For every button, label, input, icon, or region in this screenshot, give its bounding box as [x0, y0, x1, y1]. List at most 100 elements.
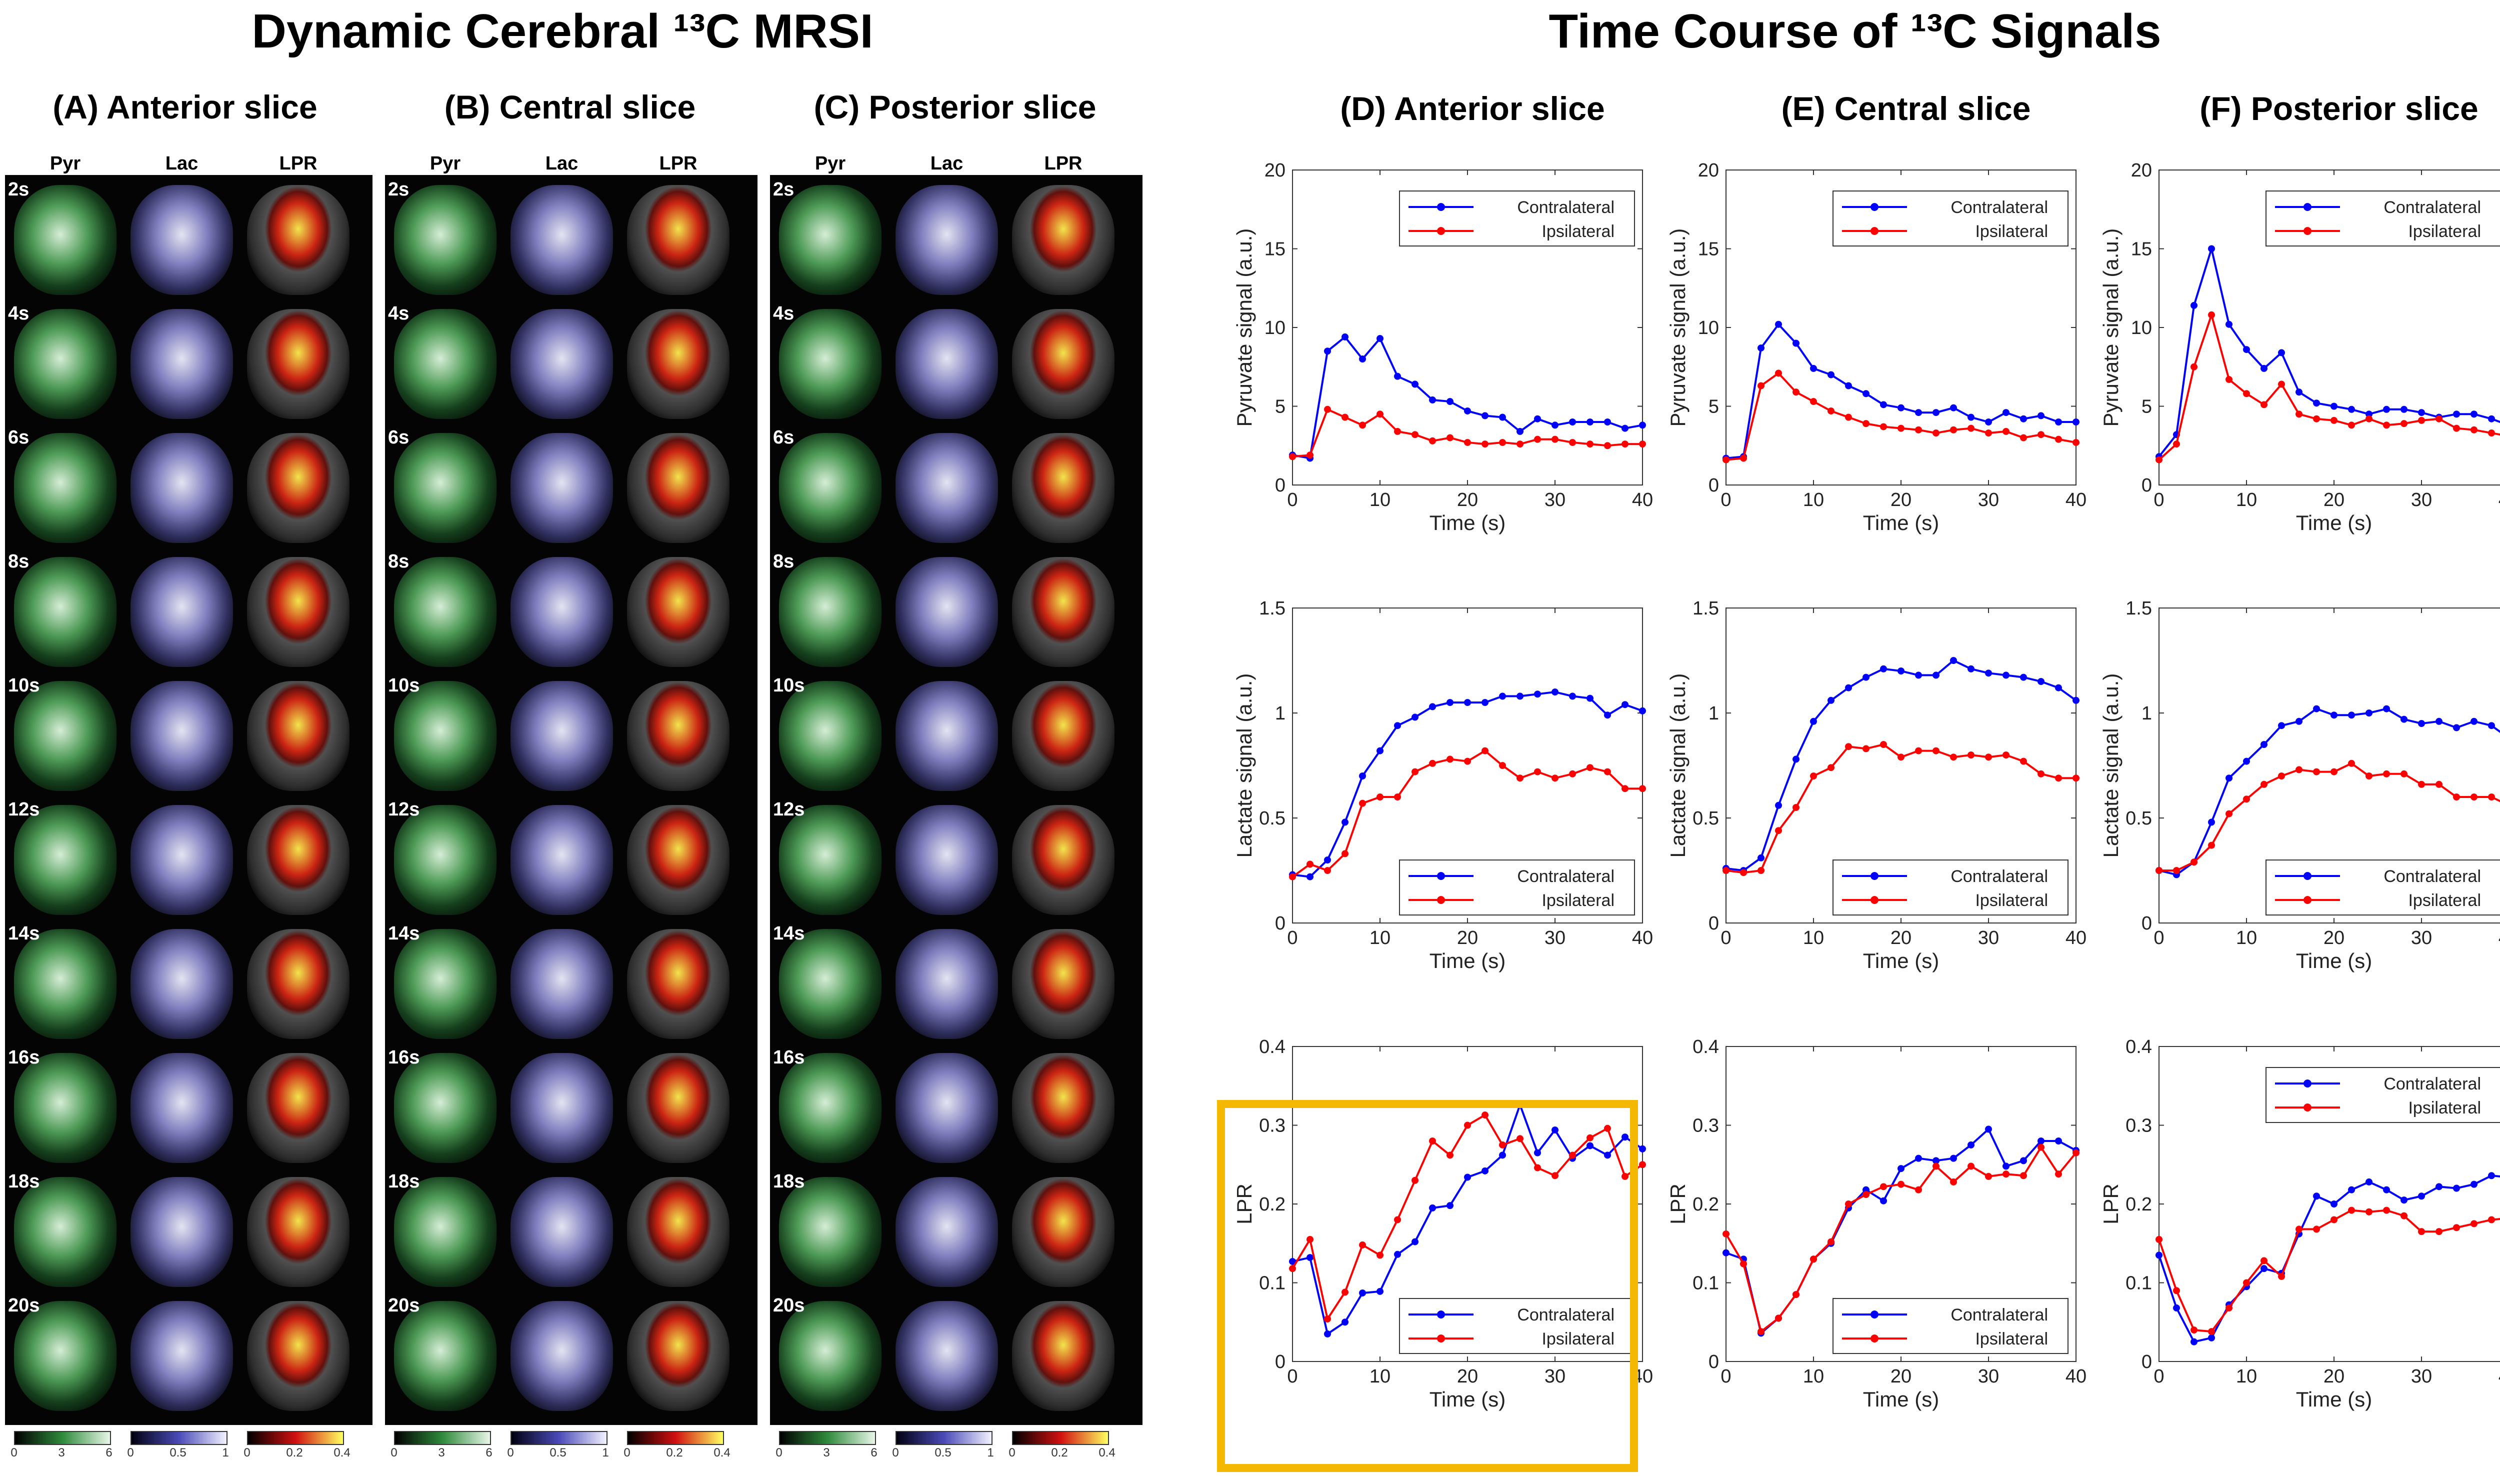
- y-tick-label: 20: [1264, 160, 1286, 181]
- data-point-contralateral: [1950, 657, 1957, 664]
- mri-image-lac: [510, 433, 613, 543]
- colorbar-lac: [130, 1431, 228, 1445]
- mri-image-pyr: [394, 309, 496, 419]
- data-point-contralateral: [2400, 716, 2408, 723]
- x-tick-label: 40: [2066, 928, 2086, 948]
- data-point-ipsilateral: [1552, 1172, 1558, 1180]
- y-tick-label: 0.3: [1259, 1116, 1286, 1136]
- colorbar-pyr: [14, 1431, 111, 1445]
- y-tick-label: 0.4: [1692, 1036, 1719, 1058]
- data-point-contralateral: [1306, 873, 1314, 880]
- data-point-ipsilateral: [1359, 1241, 1366, 1248]
- legend-marker: [2304, 1104, 2312, 1112]
- data-point-contralateral: [2208, 1334, 2215, 1342]
- time-label: 20s: [388, 1295, 420, 1316]
- panel-title-c: (C) Posterior slice: [814, 88, 1096, 126]
- x-tick-label: 0: [2154, 490, 2164, 510]
- data-point-ipsilateral: [1862, 420, 1870, 428]
- mri-image-lpr: [627, 1053, 730, 1163]
- legend-marker: [1870, 203, 1878, 211]
- mri-image-lac: [896, 929, 998, 1039]
- data-point-ipsilateral: [2470, 426, 2478, 434]
- data-point-ipsilateral: [2038, 1144, 2044, 1151]
- data-point-contralateral: [1412, 380, 1418, 388]
- data-point-ipsilateral: [2173, 1287, 2180, 1294]
- y-tick-label: 20: [2131, 160, 2152, 181]
- data-point-contralateral: [2330, 712, 2338, 719]
- data-point-contralateral: [1412, 1238, 1418, 1246]
- colorbar-tick: 0: [1008, 1446, 1016, 1460]
- mri-image-lac: [510, 1301, 613, 1411]
- y-axis-label: LPR: [2099, 1184, 2122, 1224]
- data-point-ipsilateral: [2055, 774, 2062, 782]
- data-point-ipsilateral: [1446, 1152, 1454, 1159]
- data-point-ipsilateral: [2020, 434, 2027, 442]
- mri-image-lpr: [247, 1053, 350, 1163]
- time-label: 16s: [388, 1047, 420, 1068]
- data-point-ipsilateral: [2226, 810, 2232, 818]
- colorbar-tick: 1: [602, 1446, 609, 1460]
- colorbar-pyr: [779, 1431, 876, 1445]
- data-point-ipsilateral: [2156, 867, 2162, 874]
- data-point-ipsilateral: [1324, 406, 1331, 413]
- data-point-ipsilateral: [1376, 1252, 1384, 1259]
- data-point-contralateral: [2208, 818, 2215, 826]
- data-point-ipsilateral: [1758, 1328, 1764, 1336]
- data-point-contralateral: [2418, 409, 2425, 416]
- data-point-contralateral: [1394, 372, 1401, 380]
- data-point-contralateral: [1880, 1197, 1887, 1204]
- plot-panel-title: (F) Posterior slice: [2200, 90, 2478, 127]
- data-point-contralateral: [2470, 718, 2478, 725]
- data-point-contralateral: [1862, 674, 1870, 681]
- data-point-ipsilateral: [1775, 370, 1782, 377]
- mri-image-lpr: [1012, 1177, 1114, 1287]
- data-point-ipsilateral: [1985, 1172, 1992, 1180]
- data-point-ipsilateral: [1516, 440, 1524, 448]
- data-point-ipsilateral: [1810, 398, 1817, 406]
- data-point-ipsilateral: [1845, 414, 1852, 421]
- data-point-ipsilateral: [2400, 1212, 2408, 1220]
- data-point-ipsilateral: [1552, 774, 1558, 782]
- mri-image-lac: [510, 557, 613, 667]
- y-axis-label: Lactate signal (a.u.): [2099, 674, 2122, 858]
- data-point-contralateral: [1622, 701, 1628, 708]
- x-tick-label: 40: [2498, 1366, 2500, 1387]
- data-point-ipsilateral: [1968, 752, 1974, 758]
- mri-image-pyr: [394, 433, 496, 543]
- data-point-contralateral: [1932, 409, 1940, 416]
- data-point-contralateral: [1604, 418, 1611, 426]
- data-point-contralateral: [2488, 1172, 2495, 1180]
- data-point-contralateral: [2296, 718, 2302, 725]
- data-point-contralateral: [2313, 705, 2320, 712]
- legend-label: Ipsilateral: [1975, 1330, 2048, 1348]
- y-tick-label: 0.2: [1259, 1194, 1286, 1215]
- x-tick-label: 20: [1457, 928, 1478, 948]
- mri-image-pyr: [779, 309, 882, 419]
- time-label: 2s: [8, 179, 30, 200]
- mri-image-pyr: [779, 433, 882, 543]
- data-point-contralateral: [2348, 1186, 2355, 1194]
- y-tick-label: 1: [2142, 703, 2152, 724]
- legend-label: Contralateral: [2384, 1074, 2481, 1094]
- x-tick-label: 10: [1370, 928, 1390, 948]
- data-point-ipsilateral: [2488, 794, 2495, 800]
- data-point-contralateral: [1446, 398, 1454, 406]
- y-axis-label: Pyruvate signal (a.u.): [1666, 228, 1690, 427]
- mri-image-lpr: [1012, 309, 1114, 419]
- data-point-contralateral: [2278, 722, 2285, 730]
- panel-title-b: (B) Central slice: [444, 88, 696, 126]
- data-point-ipsilateral: [2208, 842, 2215, 849]
- x-tick-label: 30: [1544, 1366, 1566, 1387]
- time-label: 4s: [8, 303, 30, 324]
- legend-label: Ipsilateral: [1542, 222, 1614, 241]
- data-point-ipsilateral: [2038, 431, 2044, 438]
- y-tick-label: 5: [2142, 396, 2152, 418]
- colorbar-tick: 6: [486, 1446, 492, 1460]
- data-point-ipsilateral: [1482, 440, 1488, 448]
- y-axis-label: LPR: [1666, 1184, 1690, 1224]
- data-point-ipsilateral: [1464, 758, 1471, 765]
- data-point-contralateral: [1968, 414, 1974, 421]
- colorbar-lac: [510, 1431, 608, 1445]
- data-point-ipsilateral: [1758, 382, 1764, 390]
- data-point-contralateral: [1775, 802, 1782, 809]
